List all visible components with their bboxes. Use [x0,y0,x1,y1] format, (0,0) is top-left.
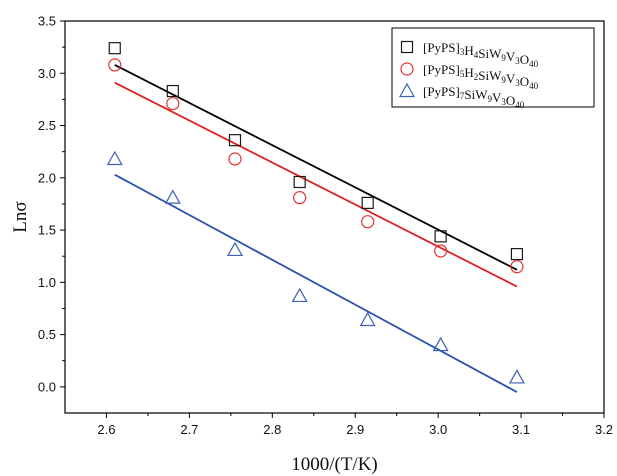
data-point-series-2 [361,215,375,229]
legend-marker-series-2 [400,62,414,76]
data-point-series-3 [508,369,525,384]
legend-label-series-2: [PyPS]5H2SiW9V3O40 [423,62,539,91]
x-tick-label: 2.7 [180,422,198,437]
fit-line-series-1 [114,64,518,271]
data-point-series-3 [164,189,181,204]
data-markers [106,42,525,384]
data-point-series-2 [510,260,524,274]
y-tick-label: 2.5 [38,118,56,133]
fit-line-series-2 [114,81,518,288]
legend-marker-series-3 [398,82,416,98]
plot-border [64,20,605,414]
data-point-series-1 [293,175,306,189]
data-point-series-2 [108,58,122,72]
data-point-series-3 [106,150,123,166]
data-point-series-1 [361,196,374,209]
legend-label-series-3: [PyPS]7SiW9V3O40 [423,84,525,110]
y-tick-label: 0.5 [38,327,56,342]
legend-box [391,27,595,108]
y-tick-label: 1.0 [38,275,56,290]
x-tick-label: 3.2 [595,422,613,437]
data-point-series-2 [228,152,242,166]
data-point-series-1 [434,230,447,243]
legend-marker-series-1 [400,40,414,54]
y-tick-label: 3.5 [38,14,56,29]
plot-frame [64,20,605,414]
x-axis: 2.6 2.7 2.8 2.9 3.0 3.1 3.2 [97,413,613,437]
data-point-series-1 [510,248,524,261]
x-tick-label: 3.0 [429,422,447,437]
data-point-series-1 [166,84,179,98]
x-axis-title: 1000/(T/K) [291,454,378,475]
y-tick-label: 3.0 [38,66,56,81]
x-tick-label: 2.6 [97,422,115,437]
y-tick-label: 1.5 [38,223,56,238]
data-point-series-3 [432,336,449,352]
y-axis-title: Lnσ [10,201,31,232]
y-axis: 0.0 0.5 1.0 1.5 2.0 2.5 3.0 3.5 [38,14,65,394]
data-point-series-3 [226,241,244,257]
y-tick-label: 2.0 [38,170,56,185]
x-tick-label: 3.1 [512,422,530,437]
data-point-series-1 [228,134,242,147]
fit-lines [114,64,518,393]
data-point-series-2 [166,96,180,111]
legend-label-series-1: [PyPS]3H4SiW9V3O40 [423,40,539,69]
legend: [PyPS]3H4SiW9V3O40[PyPS]5H2SiW9V3O40[PyP… [391,27,595,110]
data-point-series-2 [434,244,448,258]
fit-line-series-3 [114,173,518,393]
y-tick-label: 0.0 [38,379,56,394]
data-point-series-3 [359,311,376,327]
data-point-series-1 [108,42,121,55]
data-point-series-2 [293,191,307,205]
data-point-series-3 [291,287,308,303]
x-tick-label: 2.9 [346,422,364,437]
x-tick-label: 2.8 [263,422,281,437]
